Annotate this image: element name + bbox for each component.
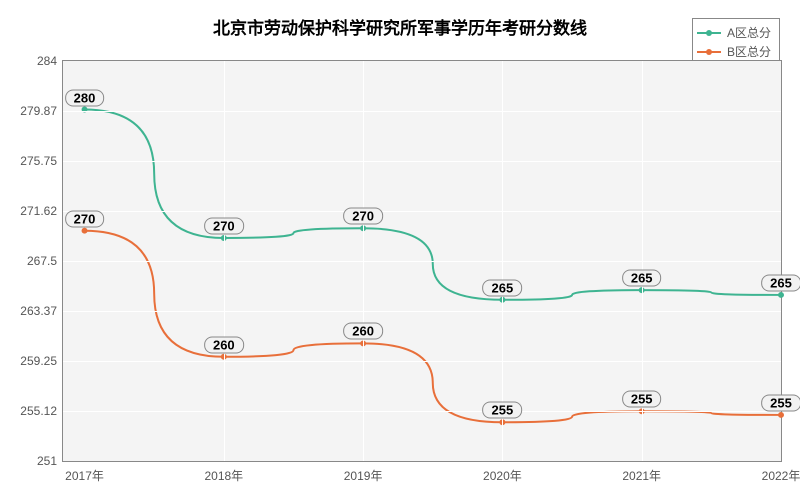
y-axis-label: 255.12 <box>20 404 63 418</box>
legend: A区总分 B区总分 <box>692 18 780 66</box>
legend-swatch-a <box>697 32 721 34</box>
x-axis-label: 2021年 <box>622 461 661 484</box>
y-axis-label: 275.75 <box>20 154 63 168</box>
gridline-v <box>224 61 225 461</box>
plot-area: 251255.12259.25263.37267.5271.62275.7527… <box>62 60 782 462</box>
data-label: 270 <box>204 218 244 235</box>
data-label: 265 <box>761 274 800 291</box>
data-label: 260 <box>343 323 383 340</box>
chart-title: 北京市劳动保护科学研究所军事学历年考研分数线 <box>0 14 800 39</box>
series-line <box>85 109 781 299</box>
gridline-h <box>63 111 781 112</box>
data-label: 260 <box>204 336 244 353</box>
x-axis-label: 2019年 <box>344 461 383 484</box>
gridline-h <box>63 161 781 162</box>
legend-item-b: B区总分 <box>697 42 771 61</box>
gridline-h <box>63 411 781 412</box>
gridline-v <box>363 61 364 461</box>
chart-container: 北京市劳动保护科学研究所军事学历年考研分数线 A区总分 B区总分 251255.… <box>0 0 800 500</box>
y-axis-label: 267.5 <box>27 254 63 268</box>
data-label: 255 <box>483 402 523 419</box>
data-label: 270 <box>343 208 383 225</box>
y-axis-label: 251 <box>37 454 63 468</box>
gridline-h <box>63 261 781 262</box>
gridline-h <box>63 311 781 312</box>
gridline-h <box>63 211 781 212</box>
gridline-h <box>63 361 781 362</box>
x-axis-label: 2017年 <box>65 461 104 484</box>
data-label: 255 <box>761 394 800 411</box>
legend-label-b: B区总分 <box>727 43 771 60</box>
legend-item-a: A区总分 <box>697 23 771 42</box>
y-axis-label: 271.62 <box>20 204 63 218</box>
legend-swatch-b <box>697 51 721 53</box>
data-label: 280 <box>65 89 105 106</box>
data-label: 255 <box>622 391 662 408</box>
x-axis-label: 2020年 <box>483 461 522 484</box>
series-marker <box>82 228 88 234</box>
legend-label-a: A区总分 <box>727 24 771 41</box>
x-axis-label: 2018年 <box>204 461 243 484</box>
y-axis-label: 284 <box>37 54 63 68</box>
series-marker <box>778 412 784 418</box>
data-label: 270 <box>65 210 105 227</box>
data-label: 265 <box>622 270 662 287</box>
y-axis-label: 279.87 <box>20 104 63 118</box>
y-axis-label: 263.37 <box>20 304 63 318</box>
data-label: 265 <box>483 279 523 296</box>
x-axis-label: 2022年 <box>762 461 800 484</box>
y-axis-label: 259.25 <box>20 354 63 368</box>
series-marker <box>778 292 784 298</box>
